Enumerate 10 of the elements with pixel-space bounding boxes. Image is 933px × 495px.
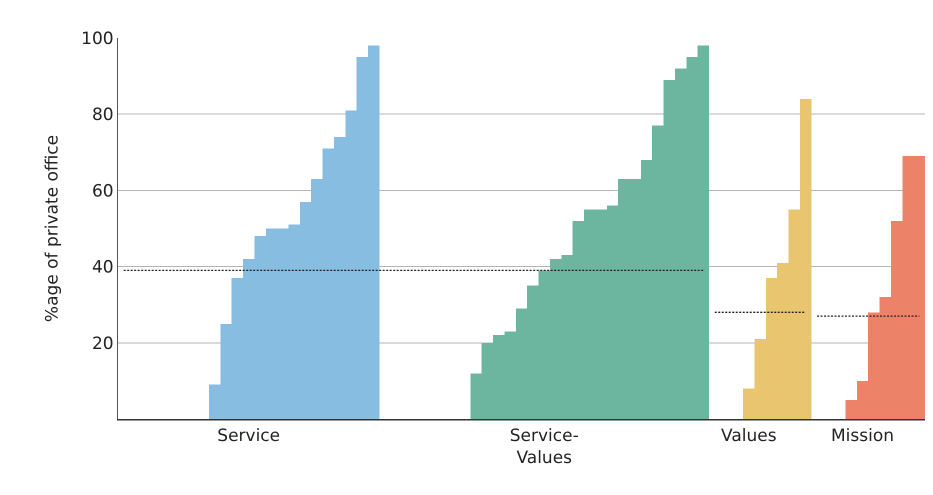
x-tick-label: Service-Values <box>510 426 579 468</box>
y-tick-label: 60 <box>92 181 114 202</box>
y-axis-title: %age of private office <box>42 134 63 322</box>
y-tick-label: 80 <box>92 105 114 126</box>
x-tick-label: Mission <box>830 426 894 446</box>
y-tick-label: 20 <box>92 334 114 354</box>
y-tick-label: 40 <box>92 258 114 278</box>
x-tick-label: Service <box>217 426 280 446</box>
y-tick-label: 100 <box>81 28 114 49</box>
x-tick-label: Values <box>721 426 777 446</box>
